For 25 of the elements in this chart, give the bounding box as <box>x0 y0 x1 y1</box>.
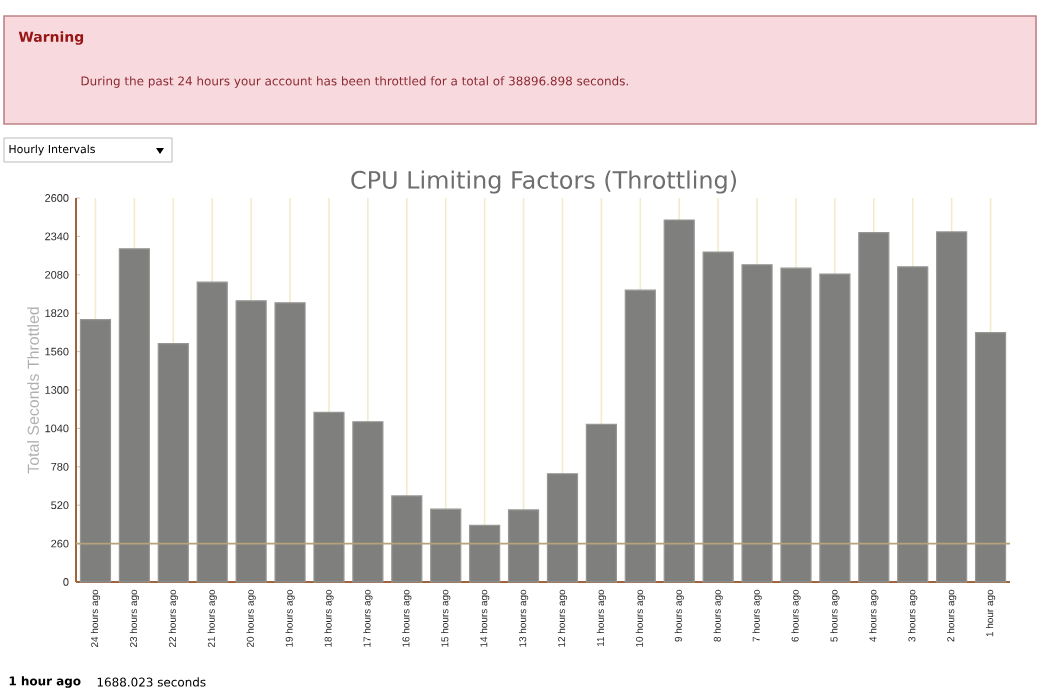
bar <box>585 423 617 583</box>
bar <box>546 473 579 583</box>
bar <box>741 264 773 583</box>
bar <box>157 343 189 583</box>
bar <box>858 232 890 583</box>
bar <box>235 300 267 583</box>
bar <box>780 267 812 583</box>
bar <box>974 332 1007 583</box>
bar <box>274 302 306 583</box>
chart-title: CPU Limiting Factors (Throttling) <box>351 170 737 194</box>
bar <box>469 524 501 583</box>
bar <box>936 231 968 583</box>
bar <box>79 318 112 583</box>
bar <box>702 251 734 583</box>
bar <box>663 219 695 583</box>
bar <box>897 266 929 583</box>
bar <box>624 289 656 583</box>
bar <box>507 509 540 583</box>
bar <box>391 495 423 583</box>
bar <box>196 281 228 583</box>
bar <box>430 508 462 583</box>
bar <box>118 248 150 583</box>
bar <box>352 421 384 583</box>
bar <box>819 273 851 583</box>
bar <box>313 411 345 583</box>
